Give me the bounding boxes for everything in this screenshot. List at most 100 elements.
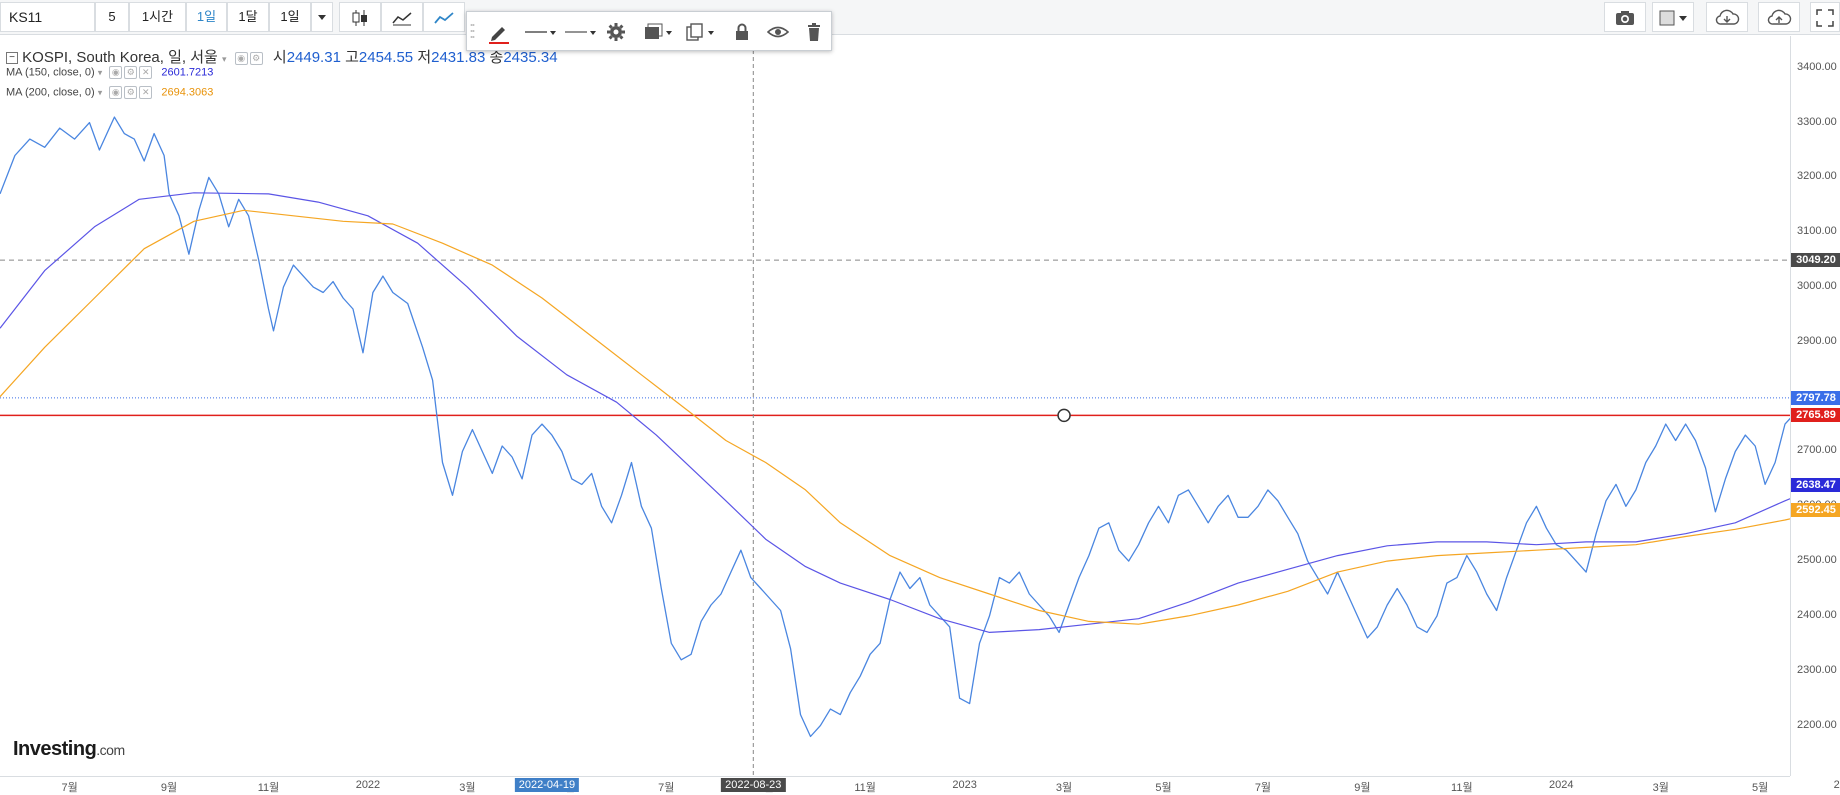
line-drag-handle[interactable] bbox=[1057, 408, 1071, 423]
interval-1d-button[interactable]: 1일 bbox=[186, 2, 227, 32]
gear-icon bbox=[607, 23, 625, 41]
date-tag: 2022-08-23 bbox=[721, 778, 786, 792]
investing-logo: Investing.com bbox=[13, 738, 125, 761]
price-tag: 2765.89 bbox=[1791, 408, 1840, 423]
drawing-toolbar bbox=[466, 11, 832, 51]
camera-icon bbox=[1616, 11, 1634, 25]
gear-icon[interactable]: ⚙ bbox=[124, 66, 138, 79]
chevron-down-icon[interactable]: ▾ bbox=[97, 87, 103, 98]
fullscreen-button[interactable] bbox=[1810, 2, 1840, 32]
lock-icon bbox=[736, 23, 748, 40]
time-tick-label: 9월 bbox=[160, 782, 178, 794]
price-tag: 3049.20 bbox=[1791, 253, 1840, 268]
cloud-download-icon bbox=[1715, 9, 1740, 25]
price-tick-label: 2300.00 bbox=[1797, 663, 1837, 676]
pencil-icon bbox=[489, 27, 511, 45]
interval-1mo-button[interactable]: 1달 bbox=[227, 2, 269, 32]
close-icon[interactable]: ✕ bbox=[139, 66, 153, 79]
legend-ma200-buttons: ◉ ⚙ ✕ bbox=[109, 86, 154, 99]
interval-1h-button[interactable]: 1시간 bbox=[129, 2, 186, 32]
gear-icon[interactable]: ⚙ bbox=[124, 86, 138, 99]
layout-icon bbox=[1659, 10, 1687, 26]
legend-open-label: 시 bbox=[272, 49, 287, 66]
collapse-legend-icon[interactable]: − bbox=[6, 52, 18, 65]
legend-low-value: 2431.83 bbox=[431, 49, 486, 66]
eye-icon[interactable]: ◉ bbox=[109, 86, 123, 99]
gear-icon[interactable]: ⚙ bbox=[249, 52, 263, 66]
price-tick-label: 3400.00 bbox=[1797, 60, 1837, 73]
top-toolbar: KS11 5 1시간 1일 1달 1일 bbox=[0, 0, 1840, 35]
time-axis[interactable]: 7월9월11월20223월5월7월9월11월20233월5월7월9월11월202… bbox=[0, 776, 1840, 794]
symbol-input[interactable]: KS11 bbox=[0, 2, 95, 32]
caret-down-icon bbox=[318, 15, 326, 20]
close-icon[interactable]: ✕ bbox=[139, 86, 153, 99]
line-type-button[interactable] bbox=[423, 2, 465, 32]
legend-ma150-buttons: ◉ ⚙ ✕ bbox=[109, 66, 154, 79]
series-line-ma200[interactable] bbox=[0, 209, 1790, 625]
eye-icon bbox=[766, 26, 790, 38]
price-tag: 2592.45 bbox=[1791, 503, 1840, 518]
screenshot-button[interactable] bbox=[1604, 2, 1646, 32]
legend-main-buttons: ◉ ⚙ bbox=[234, 50, 265, 67]
candlestick-icon bbox=[352, 10, 367, 26]
eye-icon[interactable]: ◉ bbox=[109, 66, 123, 79]
line-style-button[interactable] bbox=[563, 18, 597, 46]
interval-custom-button[interactable]: 1일 bbox=[269, 2, 311, 32]
chevron-down-icon[interactable]: ▾ bbox=[97, 67, 103, 78]
drag-handle-icon[interactable] bbox=[470, 22, 475, 42]
price-tick-label: 3200.00 bbox=[1797, 170, 1837, 183]
area-type-button[interactable] bbox=[381, 2, 423, 32]
legend-ma200-label[interactable]: MA (200, close, 0) bbox=[6, 86, 95, 99]
legend-main-row: − KOSPI, South Korea, 일, 서울 ▾ ◉ ⚙ 시2449.3… bbox=[6, 46, 558, 66]
fullscreen-icon bbox=[1816, 9, 1834, 27]
price-axis[interactable]: 2200.002300.002400.002500.002600.002700.… bbox=[1790, 36, 1840, 776]
line-width-icon bbox=[525, 31, 556, 35]
price-tick-label: 3100.00 bbox=[1797, 225, 1837, 238]
legend-open-value: 2449.31 bbox=[286, 49, 341, 66]
line-settings-button[interactable] bbox=[599, 18, 633, 46]
price-tick-label: 2400.00 bbox=[1797, 608, 1837, 621]
series-line-ma150[interactable] bbox=[0, 192, 1790, 634]
visibility-order-button[interactable] bbox=[641, 18, 675, 46]
series-layer bbox=[0, 116, 1790, 738]
time-tick-label: 2023 bbox=[952, 779, 977, 791]
legend-ma200-row: MA (200, close, 0) ▾ ◉ ⚙ ✕ 2694.3063 bbox=[6, 86, 558, 106]
chevron-down-icon[interactable]: ▾ bbox=[222, 54, 227, 64]
legend-ma150-label[interactable]: MA (150, close, 0) bbox=[6, 66, 95, 79]
chart-plot-area[interactable] bbox=[0, 36, 1790, 776]
copy-icon bbox=[686, 23, 714, 41]
interval-input[interactable]: 5 bbox=[95, 2, 129, 32]
time-tick-label: 2022 bbox=[355, 779, 381, 791]
load-chart-button[interactable] bbox=[1706, 2, 1748, 32]
interval-dropdown-button[interactable] bbox=[311, 2, 333, 32]
eye-icon[interactable]: ◉ bbox=[234, 52, 248, 66]
clone-button[interactable] bbox=[683, 18, 717, 46]
time-tick-label: 3월 bbox=[1055, 782, 1073, 794]
legend-close-value: 2435.34 bbox=[503, 49, 558, 66]
legend-ma200-value: 2694.3063 bbox=[161, 86, 214, 99]
time-tick-label: 2024 bbox=[1549, 779, 1574, 791]
legend-ma150-row: MA (150, close, 0) ▾ ◉ ⚙ ✕ 2601.7213 bbox=[6, 66, 558, 86]
delete-drawing-button[interactable] bbox=[797, 18, 831, 46]
series-line-kospi[interactable] bbox=[0, 116, 1790, 738]
lock-button[interactable] bbox=[725, 18, 759, 46]
price-tick-label: 2500.00 bbox=[1797, 554, 1837, 567]
price-tick-label: 2900.00 bbox=[1797, 334, 1837, 347]
line-width-button[interactable] bbox=[523, 18, 557, 46]
chart-legend: − KOSPI, South Korea, 일, 서울 ▾ ◉ ⚙ 시2449.3… bbox=[6, 46, 558, 106]
legend-symbol-title[interactable]: KOSPI, South Korea, 일, 서울 bbox=[22, 49, 218, 66]
save-chart-button[interactable] bbox=[1758, 2, 1800, 32]
price-tick-label: 2200.00 bbox=[1797, 718, 1837, 731]
layout-button[interactable] bbox=[1652, 2, 1694, 32]
hide-button[interactable] bbox=[761, 18, 795, 46]
candles-type-button[interactable] bbox=[339, 2, 381, 32]
area-chart-icon bbox=[392, 12, 412, 26]
line-style-icon bbox=[565, 31, 596, 35]
time-tick-label: 9월 bbox=[1354, 782, 1371, 794]
line-color-button[interactable] bbox=[481, 18, 515, 46]
time-tick-label: 7월 bbox=[658, 782, 675, 794]
logo-brand: Investing bbox=[13, 738, 97, 760]
time-tick-label: 7월 bbox=[1254, 782, 1272, 794]
legend-ma150-value: 2601.7213 bbox=[161, 66, 214, 79]
